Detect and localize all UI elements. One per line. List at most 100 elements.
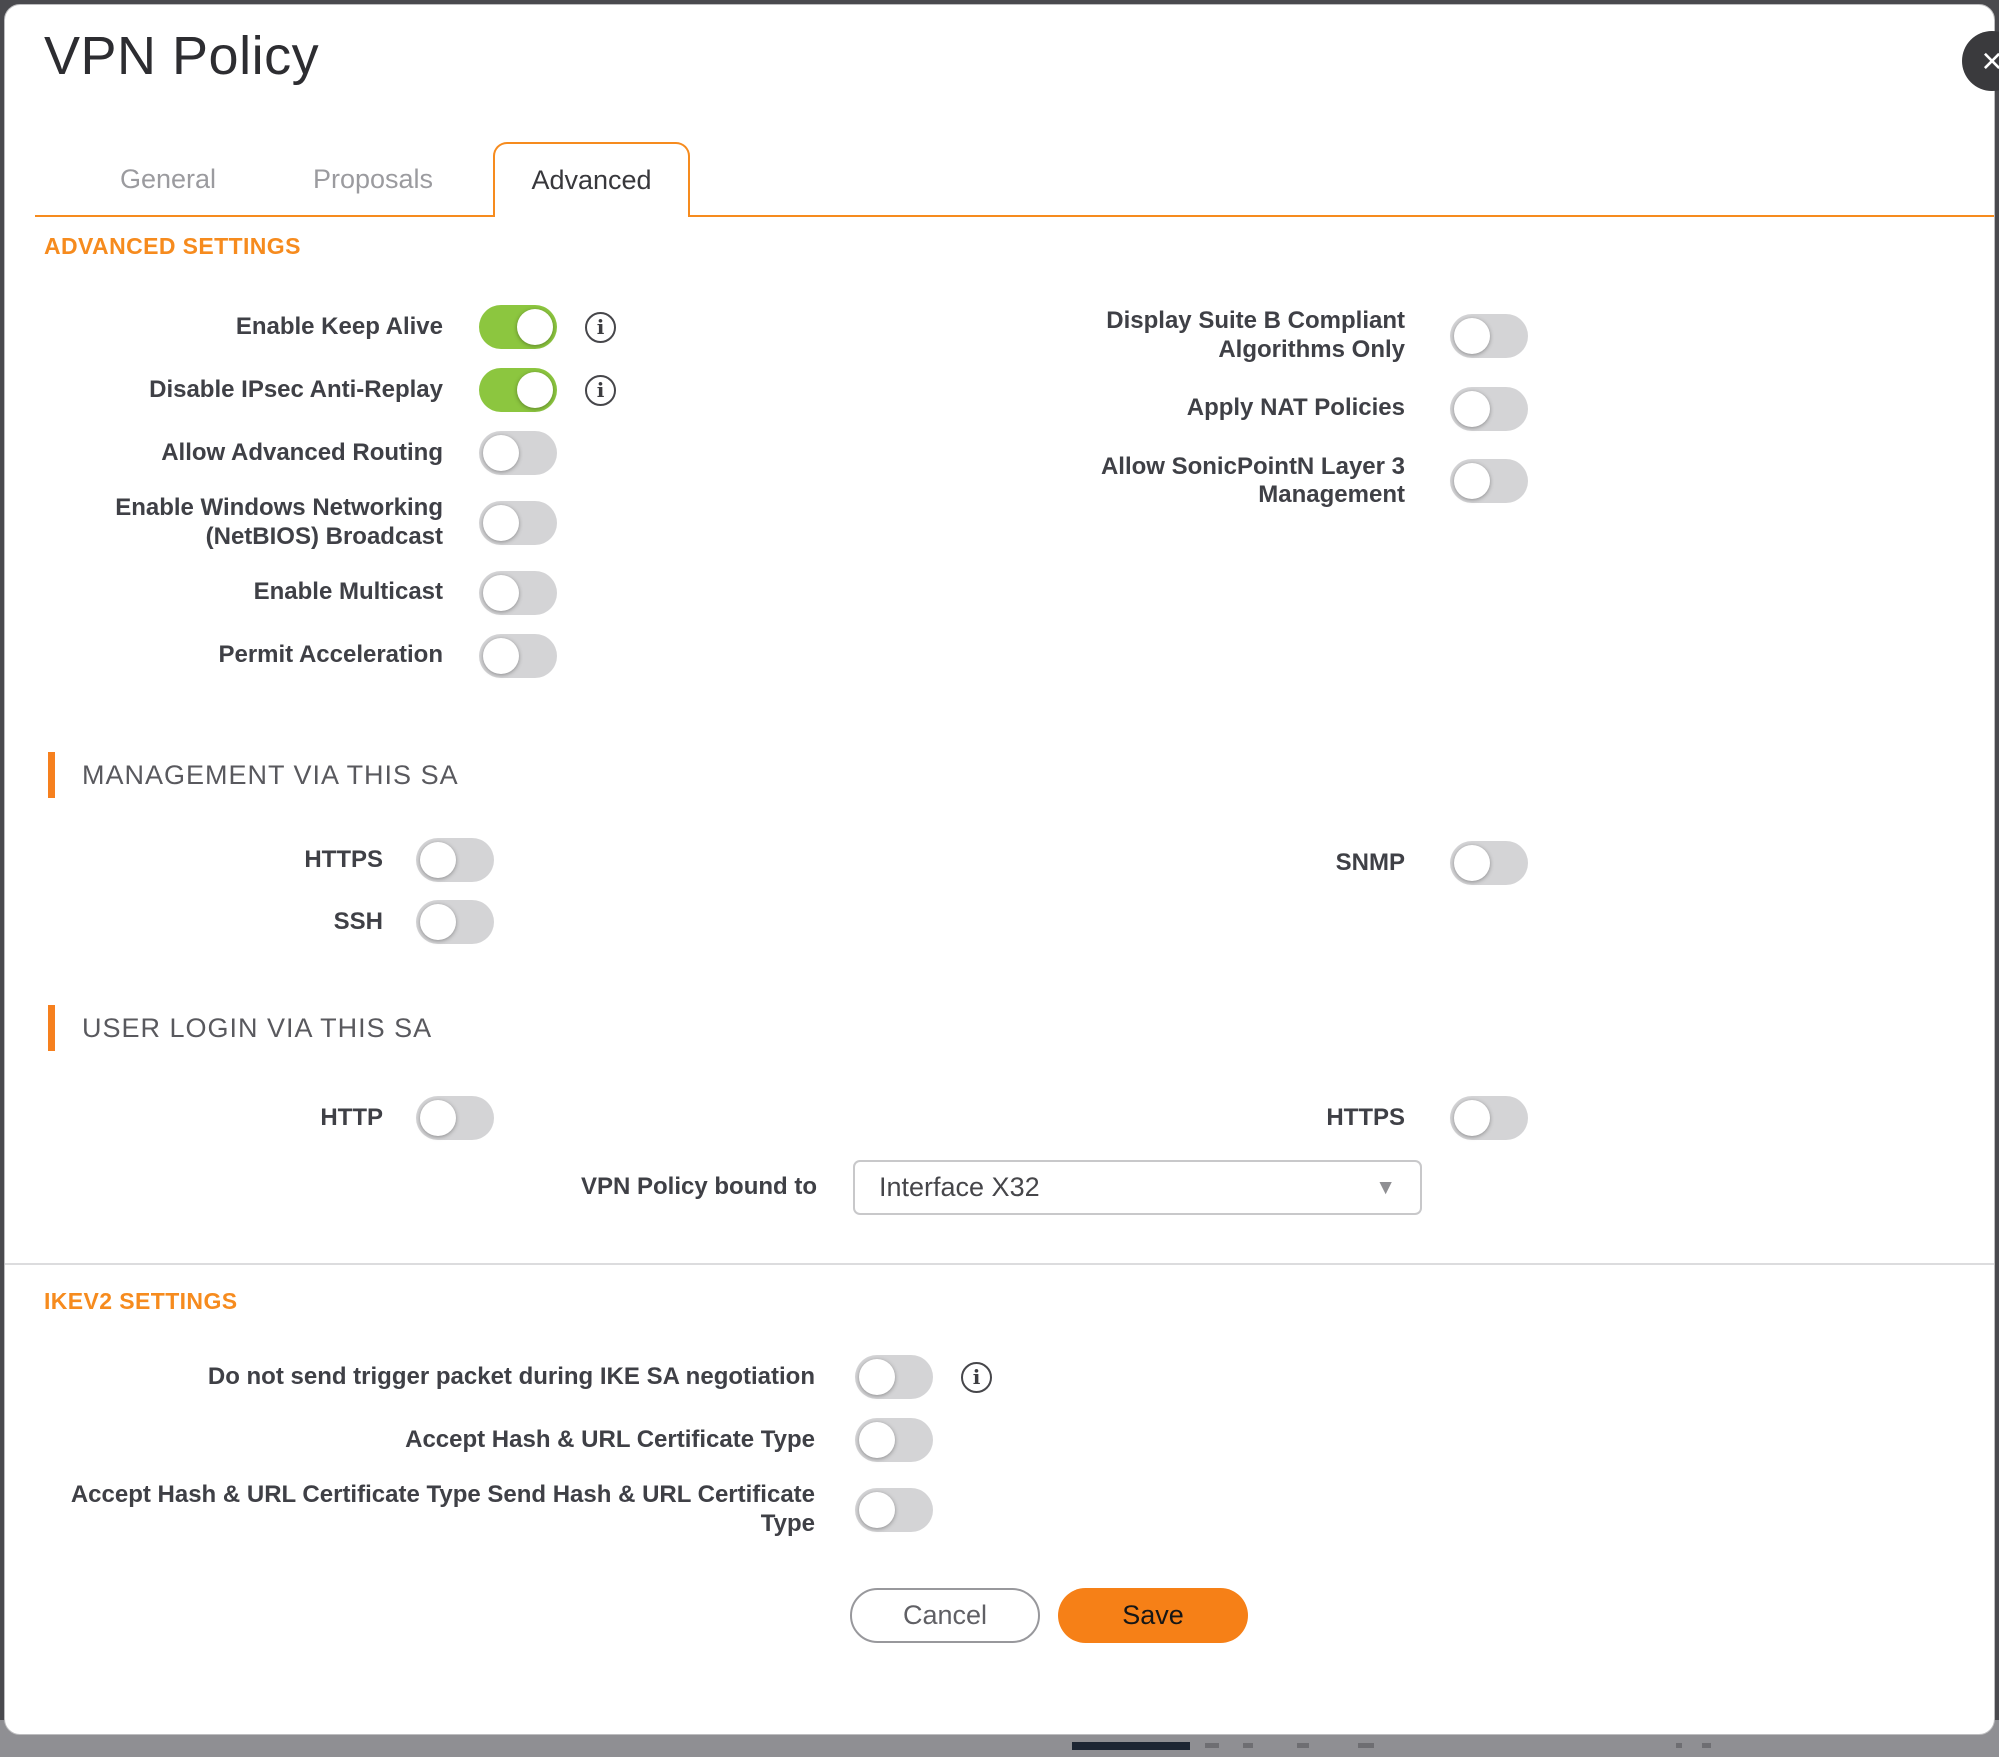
setting-label: Enable Multicast xyxy=(253,578,443,606)
toggle-accept-hash-url-cert[interactable] xyxy=(855,1418,933,1462)
toggle-knob xyxy=(859,1422,895,1458)
section-header-label: USER LOGIN VIA THIS SA xyxy=(82,1012,433,1043)
info-icon[interactable]: i xyxy=(961,1361,992,1393)
setting-label: Permit Acceleration xyxy=(218,641,443,669)
setting-label: Accept Hash & URL Certificate Type Send … xyxy=(70,1481,815,1537)
toggle-knob xyxy=(517,309,553,345)
tab-general[interactable]: General xyxy=(119,164,217,194)
setting-row-allow-advanced-routing: Allow Advanced Routing xyxy=(43,431,616,475)
setting-row-mgmt-https: HTTPS xyxy=(43,838,494,882)
setting-label: Enable Keep Alive xyxy=(235,312,443,340)
toggle-knob xyxy=(1454,463,1490,500)
management-left-column: HTTPS SSH xyxy=(43,838,494,944)
section-header-ikev2-settings: IKEV2 SETTINGS xyxy=(44,1288,238,1314)
toggle-netbios-broadcast[interactable] xyxy=(479,500,557,545)
setting-label: SNMP xyxy=(1335,848,1405,876)
setting-row-enable-keep-alive: Enable Keep Alive i xyxy=(43,305,616,349)
setting-label: Do not send trigger packet during IKE SA… xyxy=(207,1362,815,1390)
tab-proposals[interactable]: Proposals xyxy=(312,164,434,194)
background-mark xyxy=(1297,1743,1309,1748)
setting-row-accept-send-hash-url-cert: Accept Hash & URL Certificate Type Send … xyxy=(43,1481,992,1539)
toggle-mgmt-ssh[interactable] xyxy=(416,900,494,944)
close-icon: × xyxy=(1981,40,1999,81)
section-header-management-via-sa: MANAGEMENT VIA THIS SA xyxy=(48,752,459,798)
tab-advanced[interactable]: Advanced xyxy=(493,142,690,217)
section-accent-bar xyxy=(48,752,55,798)
setting-label: Display Suite B Compliant Algorithms Onl… xyxy=(1106,307,1405,363)
section-accent-bar xyxy=(48,1005,55,1051)
toggle-accept-send-hash-url-cert[interactable] xyxy=(855,1487,933,1532)
vpn-policy-dialog: VPN Policy General Proposals Advanced AD… xyxy=(4,4,1995,1735)
toggle-user-http[interactable] xyxy=(416,1096,494,1140)
toggle-knob xyxy=(420,842,456,878)
setting-row-sonicpointn-layer3: Allow SonicPointN Layer 3 Management xyxy=(1075,453,1528,511)
toggle-allow-advanced-routing[interactable] xyxy=(479,431,557,475)
toggle-enable-keep-alive[interactable] xyxy=(479,305,557,349)
advanced-settings-left-column: Enable Keep Alive i Disable IPsec Anti-R… xyxy=(43,305,616,678)
background-mark xyxy=(1243,1743,1253,1748)
section-header-label: MANAGEMENT VIA THIS SA xyxy=(82,759,459,790)
setting-label: Allow Advanced Routing xyxy=(161,438,443,466)
toggle-knob xyxy=(483,574,519,611)
setting-label: Disable IPsec Anti-Replay xyxy=(149,375,443,403)
save-button[interactable]: Save xyxy=(1058,1588,1248,1643)
toggle-mgmt-snmp[interactable] xyxy=(1450,841,1528,885)
toggle-disable-ipsec-anti-replay[interactable] xyxy=(479,368,557,412)
setting-row-enable-multicast: Enable Multicast xyxy=(43,570,616,615)
setting-row-mgmt-snmp: SNMP xyxy=(1075,841,1528,885)
setting-label: Enable Windows Networking (NetBIOS) Broa… xyxy=(115,494,443,550)
ikev2-settings-column: Do not send trigger packet during IKE SA… xyxy=(43,1355,992,1539)
toggle-enable-multicast[interactable] xyxy=(479,570,557,615)
toggle-sonicpointn-layer3[interactable] xyxy=(1450,459,1528,504)
setting-row-apply-nat-policies: Apply NAT Policies xyxy=(1075,386,1528,431)
setting-label: Allow SonicPointN Layer 3 Management xyxy=(1100,452,1405,509)
toggle-mgmt-https[interactable] xyxy=(416,838,494,882)
toggle-user-https[interactable] xyxy=(1450,1096,1528,1140)
vpn-policy-bound-to-label: VPN Policy bound to xyxy=(580,1173,817,1201)
toggle-knob xyxy=(483,637,519,674)
background-navy-bar xyxy=(1072,1742,1190,1750)
toggle-knob xyxy=(483,435,519,471)
toggle-permit-acceleration[interactable] xyxy=(479,633,557,678)
toggle-suite-b-compliant[interactable] xyxy=(1450,313,1528,358)
setting-row-netbios-broadcast: Enable Windows Networking (NetBIOS) Broa… xyxy=(43,494,616,552)
toggle-knob xyxy=(859,1359,895,1395)
selected-interface-value: Interface X32 xyxy=(879,1172,1040,1202)
advanced-settings-right-column: Display Suite B Compliant Algorithms Onl… xyxy=(1075,307,1528,510)
info-icon[interactable]: i xyxy=(585,374,616,406)
toggle-knob xyxy=(1454,390,1490,427)
toggle-no-trigger-packet[interactable] xyxy=(855,1355,933,1399)
background-mark xyxy=(1676,1743,1682,1748)
setting-label: HTTPS xyxy=(304,845,383,873)
setting-row-user-http: HTTP xyxy=(43,1096,494,1140)
toggle-knob xyxy=(859,1491,895,1528)
toggle-knob xyxy=(517,372,553,408)
setting-row-no-trigger-packet: Do not send trigger packet during IKE SA… xyxy=(43,1355,992,1399)
management-right-column: SNMP xyxy=(1075,841,1528,885)
vpn-policy-bound-to-row: VPN Policy bound to Interface X32 ▼ xyxy=(43,1160,1422,1215)
section-divider xyxy=(5,1263,1994,1265)
toggle-knob xyxy=(420,1100,456,1136)
setting-row-mgmt-ssh: SSH xyxy=(43,900,494,944)
setting-row-user-https: HTTPS xyxy=(1075,1096,1528,1140)
tab-bar: General Proposals Advanced xyxy=(5,142,1994,217)
section-header-advanced-settings: ADVANCED SETTINGS xyxy=(44,233,301,259)
cancel-button[interactable]: Cancel xyxy=(850,1588,1040,1643)
setting-label: HTTP xyxy=(320,1103,383,1131)
setting-label: HTTPS xyxy=(1326,1103,1405,1131)
setting-row-accept-hash-url-cert: Accept Hash & URL Certificate Type xyxy=(43,1418,992,1462)
chevron-down-icon: ▼ xyxy=(1375,1175,1396,1199)
info-icon[interactable]: i xyxy=(585,311,616,343)
background-mark xyxy=(1358,1743,1374,1748)
toggle-knob xyxy=(420,904,456,940)
toggle-apply-nat-policies[interactable] xyxy=(1450,386,1528,431)
toggle-knob xyxy=(483,504,519,541)
vpn-policy-bound-to-select[interactable]: Interface X32 ▼ xyxy=(853,1160,1422,1215)
setting-row-disable-ipsec-anti-replay: Disable IPsec Anti-Replay i xyxy=(43,368,616,412)
setting-label: SSH xyxy=(333,907,383,935)
section-header-user-login-via-sa: USER LOGIN VIA THIS SA xyxy=(48,1005,432,1051)
setting-row-suite-b-compliant: Display Suite B Compliant Algorithms Onl… xyxy=(1075,307,1528,365)
background-mark xyxy=(1702,1743,1711,1748)
setting-row-permit-acceleration: Permit Acceleration xyxy=(43,633,616,678)
page-title: VPN Policy xyxy=(44,26,320,86)
